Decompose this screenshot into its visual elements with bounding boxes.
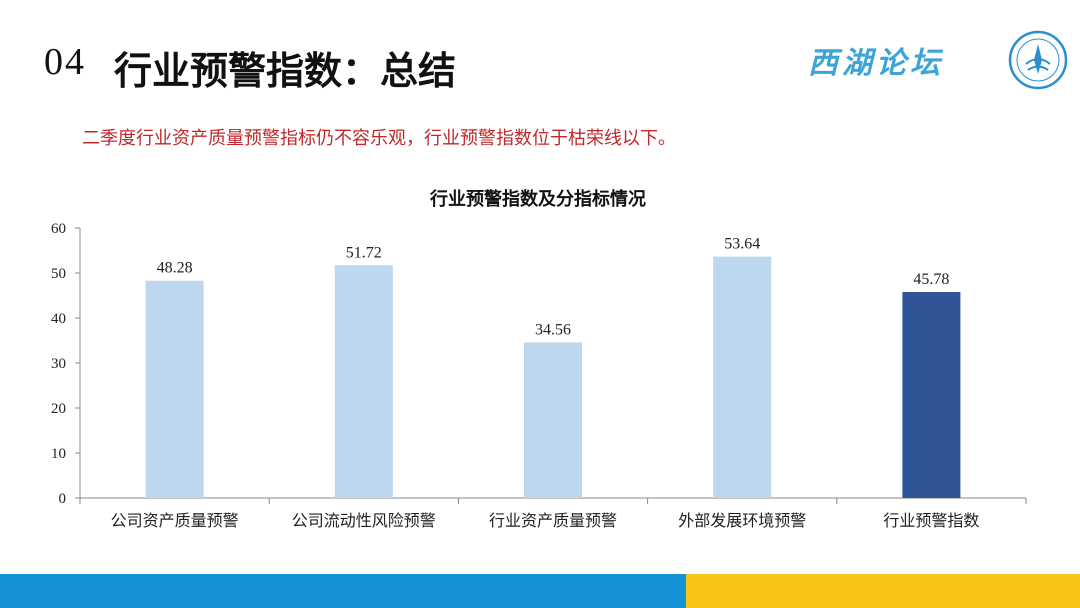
bar-value-label: 53.64	[724, 236, 760, 253]
chart-title: 行业预警指数及分指标情况	[429, 188, 646, 210]
y-tick-label: 20	[51, 401, 66, 417]
y-tick-label: 40	[51, 311, 66, 327]
bar	[145, 280, 204, 498]
bar	[902, 291, 961, 498]
chart-axes: 0 10 20 30 40 50 60	[51, 221, 1027, 507]
page-title: 行业预警指数：总结	[114, 49, 457, 93]
x-category-label: 行业资产质量预警	[489, 511, 617, 530]
x-category-label: 公司流动性风险预警	[292, 511, 436, 530]
footer-bar-blue	[0, 574, 686, 608]
y-tick-label: 0	[59, 491, 67, 507]
footer-bar-yellow	[686, 574, 1080, 608]
bar	[524, 342, 582, 498]
bar	[334, 265, 393, 498]
section-number: 04	[44, 41, 86, 83]
bar-value-label: 48.28	[157, 260, 193, 277]
bar	[713, 256, 772, 498]
y-tick-label: 30	[51, 356, 66, 372]
warning-index-bar-chart: 行业预警指数及分指标情况 0 10 20 30 40 50 60 48.28 公司资产质量预警…	[51, 188, 1027, 530]
x-category-label: 外部发展环境预警	[678, 511, 806, 530]
x-category-label: 行业预警指数	[883, 511, 979, 530]
chart-labels: 48.28 公司资产质量预警 51.72 公司流动性风险预警 34.56 行业资产质量预警…	[111, 236, 980, 530]
forum-logo-icon	[1008, 30, 1068, 90]
x-category-label: 公司资产质量预警	[111, 511, 239, 530]
y-tick-label: 60	[51, 221, 66, 237]
y-tick-label: 10	[51, 446, 66, 462]
y-tick-label: 50	[51, 266, 66, 282]
bar-value-label: 45.78	[913, 271, 949, 288]
summary-text: 二季度行业资产质量预警指标仍不容乐观，行业预警指数位于枯荣线以下。	[82, 128, 676, 149]
chart-bars	[145, 256, 961, 498]
bar-value-label: 34.56	[535, 321, 571, 338]
brand-name: 西湖论坛	[808, 46, 944, 81]
bar-value-label: 51.72	[346, 244, 382, 261]
